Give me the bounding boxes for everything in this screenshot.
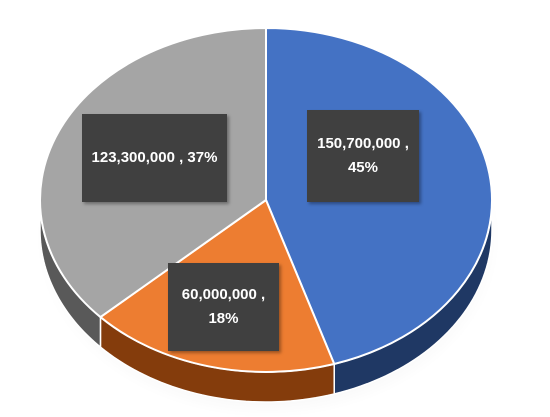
data-label-orange-percent: 18% (208, 310, 239, 327)
data-label-orange-value: 60,000,000 , (181, 286, 266, 303)
data-label-orange-slice: 60,000,000 , 18% (168, 263, 279, 351)
data-label-blue-slice: 150,700,000 , 45% (307, 110, 419, 202)
data-label-blue-value: 150,700,000 , (317, 135, 409, 152)
data-label-blue-percent: 45% (347, 159, 378, 176)
data-label-gray-value: 123,300,000 , 37% (91, 149, 218, 166)
data-label-gray-slice: 123,300,000 , 37% (82, 114, 227, 202)
